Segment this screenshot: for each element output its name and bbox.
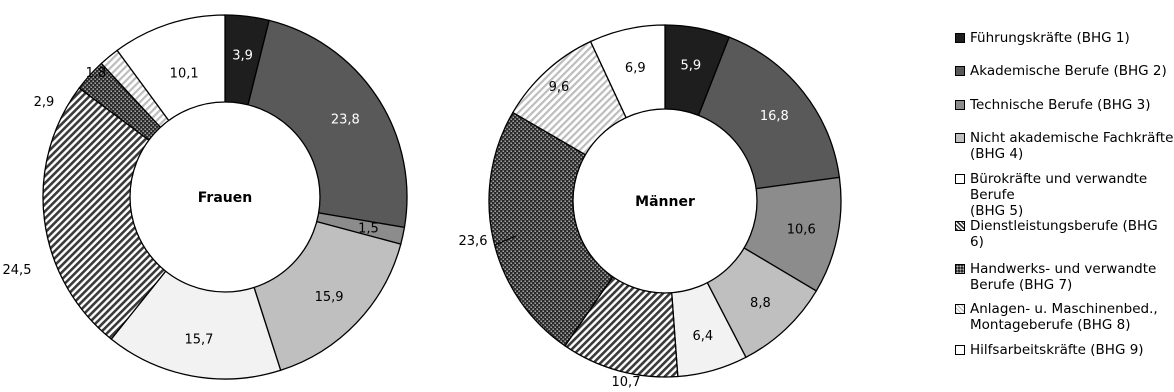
data-label: 6,4 bbox=[692, 329, 713, 344]
legend-swatch bbox=[955, 221, 965, 231]
legend-item: Dienstleistungsberufe (BHG 6) bbox=[955, 218, 1174, 250]
leader-line bbox=[494, 235, 517, 246]
data-label: 15,9 bbox=[315, 290, 344, 305]
legend-swatch bbox=[955, 304, 965, 314]
legend-item: Handwerks- und verwandte Berufe (BHG 7) bbox=[955, 261, 1174, 293]
data-label: 23,6 bbox=[459, 234, 488, 249]
data-label: 16,8 bbox=[760, 109, 789, 124]
legend-label: Nicht akademische Fachkräfte (BHG 4) bbox=[970, 130, 1174, 162]
data-label: 6,9 bbox=[625, 61, 646, 76]
legend-label: Hilfsarbeitskräfte (BHG 9) bbox=[970, 342, 1144, 358]
legend-swatch bbox=[955, 66, 965, 76]
legend-item: Technische Berufe (BHG 3) bbox=[955, 97, 1174, 113]
data-label: 15,7 bbox=[184, 332, 213, 347]
legend-label: Anlagen- u. Maschinenbed., Montageberufe… bbox=[970, 301, 1158, 333]
donut-center-label: Frauen bbox=[198, 190, 252, 206]
data-label: 8,8 bbox=[750, 296, 771, 311]
donut-hole bbox=[572, 108, 758, 294]
data-label: 2,9 bbox=[34, 95, 55, 110]
legend-label: Bürokräfte und verwandte Berufe (BHG 5) bbox=[970, 171, 1148, 219]
data-label: 24,5 bbox=[3, 263, 32, 278]
legend-swatch bbox=[955, 100, 965, 110]
legend-item: Hilfsarbeitskräfte (BHG 9) bbox=[955, 342, 1174, 358]
legend-item: Führungskräfte (BHG 1) bbox=[955, 30, 1174, 46]
data-label: 1,5 bbox=[358, 222, 379, 237]
legend-swatch bbox=[955, 264, 965, 274]
legend-swatch bbox=[955, 33, 965, 43]
legend-item: Anlagen- u. Maschinenbed., Montageberufe… bbox=[955, 301, 1174, 333]
legend-swatch bbox=[955, 174, 965, 184]
data-label: 10,1 bbox=[170, 66, 199, 81]
legend-item: Nicht akademische Fachkräfte (BHG 4) bbox=[955, 130, 1174, 162]
legend-label: Dienstleistungsberufe (BHG 6) bbox=[970, 218, 1158, 250]
data-label: 1,8 bbox=[86, 66, 107, 81]
donut-hole bbox=[129, 101, 321, 293]
donut-center-label: Männer bbox=[635, 194, 695, 210]
data-label: 10,6 bbox=[787, 223, 816, 238]
legend-label: Akademische Berufe (BHG 2) bbox=[970, 63, 1167, 79]
data-label: 23,8 bbox=[331, 112, 360, 127]
data-label: 5,9 bbox=[680, 58, 701, 73]
legend-item: Bürokräfte und verwandte Berufe (BHG 5) bbox=[955, 171, 1174, 219]
legend-label: Handwerks- und verwandte Berufe (BHG 7) bbox=[970, 261, 1157, 293]
data-label: 3,9 bbox=[232, 48, 253, 63]
legend-label: Führungskräfte (BHG 1) bbox=[970, 30, 1130, 46]
legend-swatch bbox=[955, 345, 965, 355]
data-label: 9,6 bbox=[549, 80, 570, 95]
data-label: 10,7 bbox=[612, 375, 641, 390]
legend-item: Akademische Berufe (BHG 2) bbox=[955, 63, 1174, 79]
legend-swatch bbox=[955, 133, 965, 143]
legend-label: Technische Berufe (BHG 3) bbox=[970, 97, 1151, 113]
